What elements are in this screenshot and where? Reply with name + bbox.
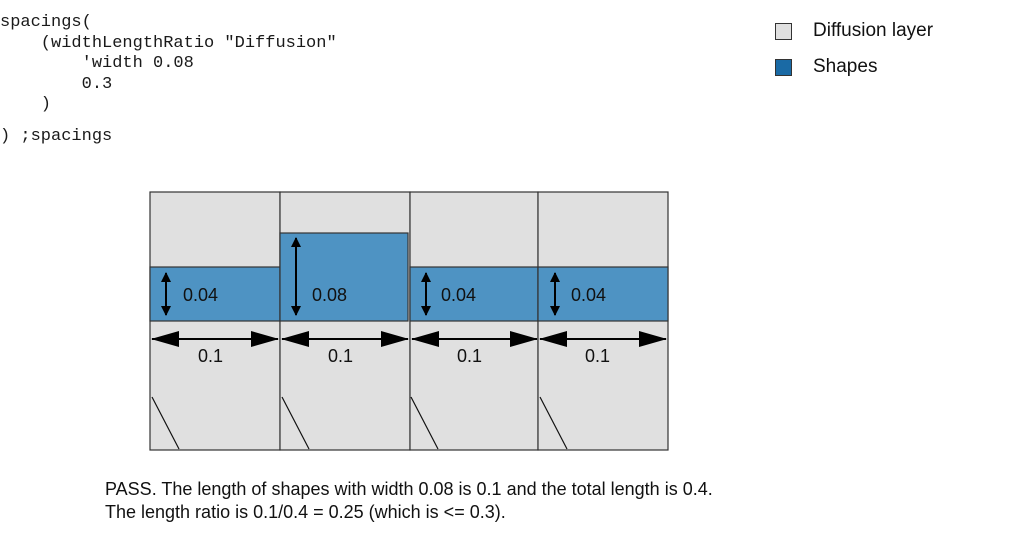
code-line: 'width 0.08: [0, 54, 194, 73]
diagram-cell: 0.04 0.1: [537, 191, 669, 451]
code-line: spacings(: [0, 13, 92, 32]
length-label: 0.1: [585, 346, 610, 366]
code-snippet: spacings( (widthLengthRatio "Diffusion" …: [0, 13, 337, 147]
length-label: 0.1: [457, 346, 482, 366]
width-label: 0.04: [441, 285, 476, 305]
length-label: 0.1: [198, 346, 223, 366]
legend-label: Diffusion layer: [813, 20, 934, 41]
diagram-cell: 0.04 0.1: [149, 191, 281, 451]
diffusion-swatch: [775, 22, 792, 40]
diagonal-line: [281, 396, 310, 450]
diagram-cell: 0.08 0.1: [279, 191, 411, 451]
diagonal-line: [539, 396, 568, 450]
diagram-cell: 0.04 0.1: [409, 191, 539, 451]
legend: Diffusion layer Shapes: [775, 13, 933, 85]
caption-line: PASS. The length of shapes with width 0.…: [105, 479, 713, 499]
legend-item-shapes: Shapes: [775, 49, 933, 85]
diagonal-line: [151, 396, 180, 450]
code-line: 0.3: [0, 74, 113, 94]
caption-line: The length ratio is 0.1/0.4 = 0.25 (whic…: [105, 502, 506, 522]
result-caption: PASS. The length of shapes with width 0.…: [105, 478, 713, 524]
width-label: 0.04: [571, 285, 606, 305]
code-line: ): [0, 95, 52, 114]
code-line: (widthLengthRatio "Diffusion": [0, 33, 337, 53]
shapes-swatch: [775, 58, 792, 76]
shape-rect: [149, 266, 281, 322]
length-label: 0.1: [328, 346, 353, 366]
width-label: 0.08: [312, 285, 347, 305]
width-label: 0.04: [183, 285, 218, 305]
shape-rect: [409, 266, 539, 322]
diagonal-line: [410, 396, 439, 450]
code-line: ) ;spacings: [0, 126, 113, 146]
legend-item-diffusion: Diffusion layer: [775, 13, 933, 49]
legend-label: Shapes: [813, 56, 878, 77]
shape-rect: [279, 232, 409, 322]
